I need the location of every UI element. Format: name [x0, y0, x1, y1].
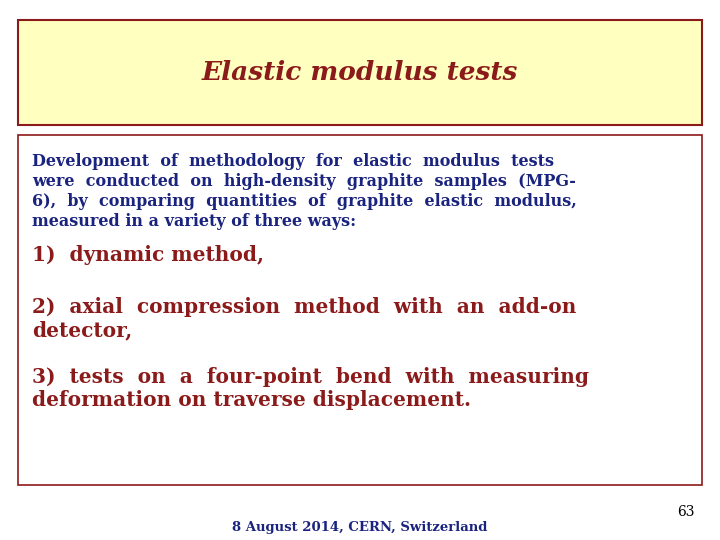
Text: 63: 63: [678, 505, 695, 519]
Bar: [18, 135, 702, 485]
Text: Development  of  methodology  for  elastic  modulus  tests: Development of methodology for elastic m…: [32, 153, 554, 170]
Text: 2)  axial  compression  method  with  an  add-on: 2) axial compression method with an add-…: [32, 297, 577, 317]
Text: 8 August 2014, CERN, Switzerland: 8 August 2014, CERN, Switzerland: [233, 522, 487, 535]
Bar: [18, 20, 702, 125]
Text: 3)  tests  on  a  four-point  bend  with  measuring: 3) tests on a four-point bend with measu…: [32, 367, 589, 387]
Text: detector,: detector,: [32, 320, 132, 340]
Text: 1)  dynamic method,: 1) dynamic method,: [32, 245, 264, 265]
Text: measured in a variety of three ways:: measured in a variety of three ways:: [32, 213, 356, 230]
Text: 6),  by  comparing  quantities  of  graphite  elastic  modulus,: 6), by comparing quantities of graphite …: [32, 193, 577, 210]
Text: were  conducted  on  high-density  graphite  samples  (MPG-: were conducted on high-density graphite …: [32, 173, 576, 190]
Text: Elastic modulus tests: Elastic modulus tests: [202, 60, 518, 85]
Text: deformation on traverse displacement.: deformation on traverse displacement.: [32, 390, 471, 410]
